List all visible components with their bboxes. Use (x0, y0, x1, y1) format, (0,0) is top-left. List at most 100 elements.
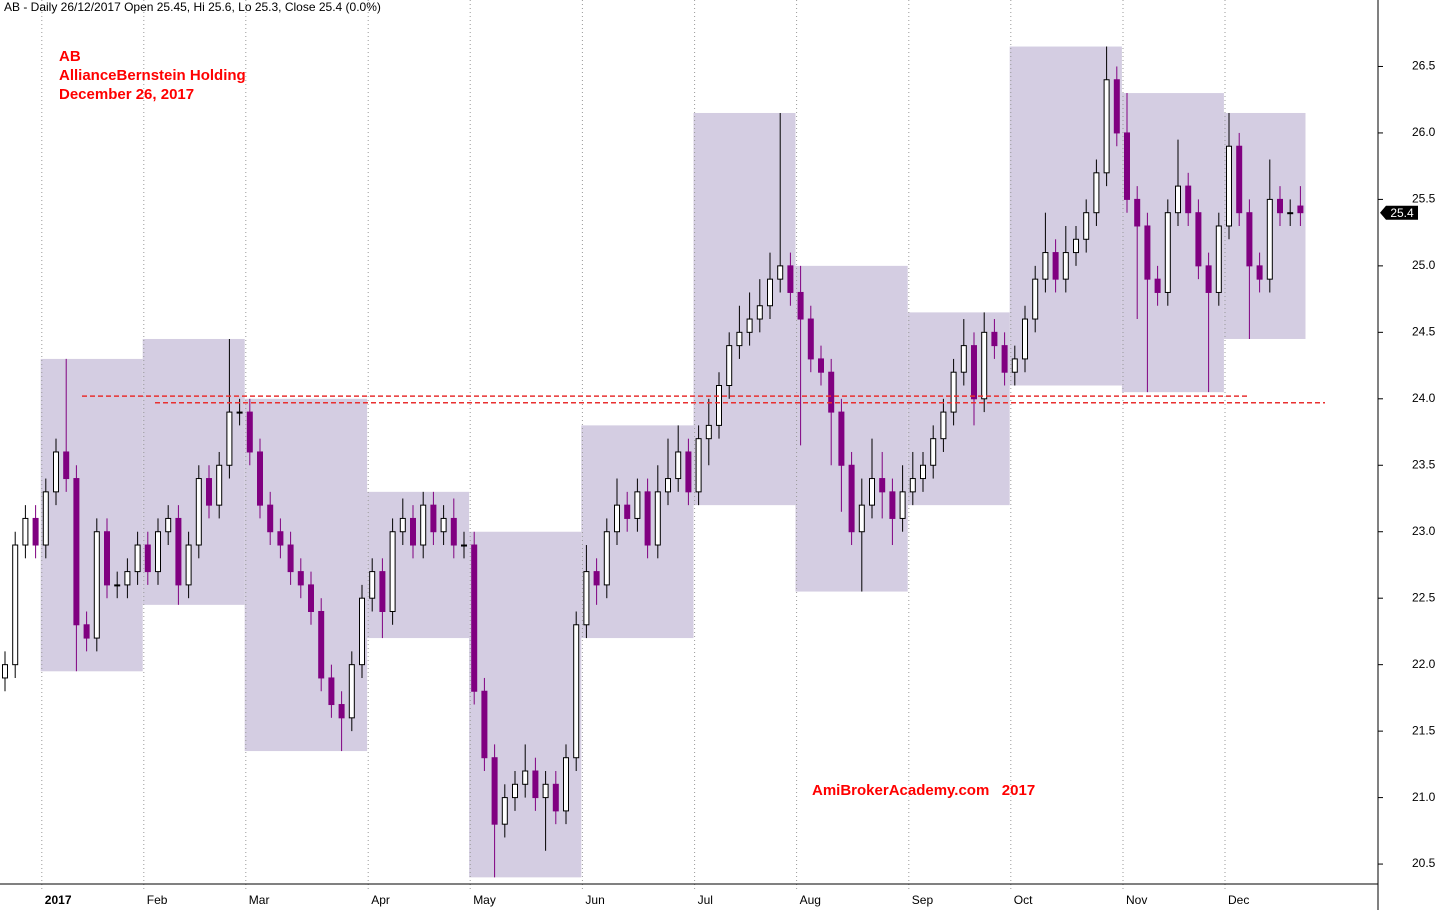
candle-body (175, 517, 182, 586)
y-tick-label: 26.5 (1412, 59, 1436, 73)
x-tick-label: Jul (698, 893, 713, 907)
candle-body (1154, 278, 1161, 293)
x-tick-label: Feb (147, 893, 168, 907)
candle-body (22, 517, 29, 546)
candle-body (1195, 212, 1202, 267)
candle-body (971, 345, 977, 400)
candle-body (869, 478, 875, 506)
y-tick-label: 21.0 (1412, 790, 1436, 804)
candle-body (481, 690, 488, 759)
candle-body (930, 438, 937, 466)
candle-body (665, 478, 671, 493)
candle-body (593, 571, 600, 586)
candle-body (1062, 252, 1069, 280)
candle-body (32, 517, 39, 546)
candle-body (675, 451, 682, 480)
annotation: December 26, 2017 (59, 86, 194, 103)
candle-body (644, 491, 651, 546)
y-tick-label: 22.5 (1412, 590, 1436, 604)
candle-body (736, 331, 743, 347)
candle-body (777, 265, 784, 280)
candle-body (104, 531, 110, 586)
annotation: AB (59, 48, 81, 65)
month-range-box (1223, 112, 1306, 339)
candle-body (542, 783, 549, 799)
candle-body (1185, 185, 1192, 214)
candle-body (1093, 172, 1100, 214)
candle-body (1124, 132, 1130, 200)
candle-body (756, 305, 763, 320)
y-tick-label: 25.0 (1412, 258, 1436, 272)
candle-body (879, 478, 886, 493)
candle-body (858, 504, 865, 533)
y-tick-label: 21.5 (1412, 723, 1436, 737)
x-tick-label: Oct (1014, 893, 1033, 907)
candle-body (1246, 212, 1253, 267)
y-tick-label: 24.5 (1412, 325, 1436, 339)
candle-body (634, 491, 641, 519)
candle-body (1134, 198, 1141, 227)
candle-body (797, 291, 804, 320)
x-tick-label: 2017 (45, 893, 72, 907)
candle-body (185, 544, 192, 586)
candle-body (1052, 252, 1059, 280)
reference-lines (82, 395, 1325, 404)
candle-body (563, 757, 569, 812)
candle-body (1236, 145, 1243, 214)
candle-body (991, 331, 998, 347)
candle-body (1164, 212, 1171, 293)
candle-body (1042, 252, 1049, 280)
candle-body (828, 371, 835, 413)
y-tick-label: 22.0 (1412, 657, 1436, 671)
candle-body (53, 451, 59, 493)
candle-body (471, 544, 478, 692)
candle-body (767, 278, 773, 307)
month-range-box (1009, 46, 1122, 386)
candle-body (818, 358, 824, 373)
candle-body (705, 424, 712, 440)
candle-body (889, 491, 896, 519)
candle-body (899, 491, 906, 519)
candle-body (399, 517, 406, 533)
month-range-box (244, 398, 368, 752)
x-tick-label: Aug (800, 893, 821, 907)
candle-body (501, 797, 508, 825)
candle-body (144, 544, 151, 573)
candle-body (216, 464, 223, 506)
candle-body (940, 411, 947, 440)
candle-body (257, 451, 263, 506)
candle-body (338, 704, 345, 719)
candle-body (195, 478, 202, 546)
candle-body (277, 531, 284, 546)
candle-body (83, 624, 90, 639)
candle-body (63, 451, 70, 480)
y-tick-label: 25.5 (1412, 192, 1436, 206)
candles (2, 46, 1304, 878)
candle-body (440, 517, 447, 533)
x-tick-label: Jun (585, 893, 604, 907)
month-range-box (693, 112, 796, 506)
x-tick-label: Apr (371, 893, 390, 907)
candle-body (461, 544, 467, 547)
candle-body (155, 531, 161, 573)
candle-body (716, 385, 722, 426)
candle-body (950, 371, 957, 413)
candle-body (726, 345, 733, 387)
candle-body (512, 783, 518, 799)
candle-body (2, 664, 8, 679)
x-tick-label: Sep (912, 893, 934, 907)
candle-body (746, 318, 753, 333)
candle-body (838, 411, 845, 466)
annotation: AmiBrokerAcademy.com 2017 (812, 782, 1035, 799)
candle-body (359, 597, 365, 666)
candle-body (573, 624, 580, 759)
candle-body (1287, 212, 1294, 215)
candle-body (12, 544, 19, 666)
candle-body (165, 517, 172, 533)
candle-body (267, 504, 274, 533)
candle-body (1297, 205, 1304, 214)
x-tick-label: Dec (1228, 893, 1249, 907)
candle-body (654, 491, 661, 546)
